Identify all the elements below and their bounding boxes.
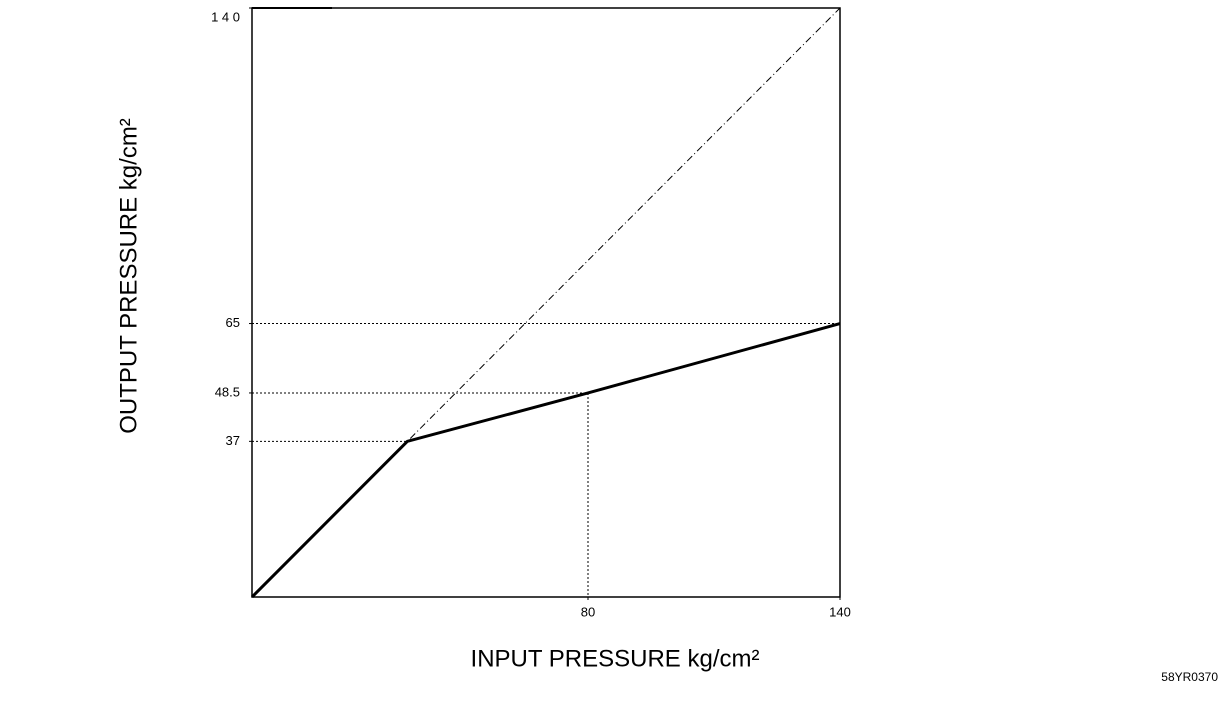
y-tick-label: 65 <box>226 315 240 330</box>
y-tick-label: 37 <box>226 433 240 448</box>
series-line <box>251 7 841 598</box>
x-tick-label: 80 <box>581 604 595 619</box>
figure-code: 58YR0370 <box>1161 670 1218 684</box>
x-axis-title: INPUT PRESSURE kg/cm² <box>471 645 760 672</box>
plot-frame <box>251 7 841 598</box>
x-tick-label: 140 <box>829 604 851 619</box>
y-axis-title: OUTPUT PRESSURE kg/cm² <box>115 118 142 434</box>
series-line <box>250 322 841 599</box>
y-tick-label: 1 4 0 <box>211 9 240 24</box>
y-tick-label: 48.5 <box>215 384 240 399</box>
